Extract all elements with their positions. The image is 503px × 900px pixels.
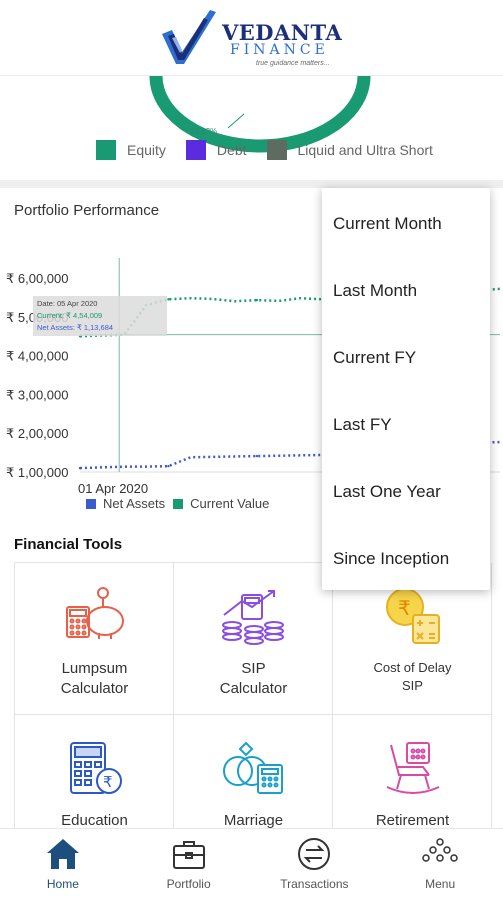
y-tick-label: ₹ 2,00,000 (6, 426, 69, 441)
svg-text:₹: ₹ (103, 773, 113, 791)
legend-debt[interactable]: Debt (185, 140, 247, 160)
debt-swatch (185, 140, 206, 160)
tooltip-net-assets: Net Assets: ₹ 1,13,684 (37, 323, 114, 332)
net-assets-label: Net Assets (103, 496, 166, 511)
menu-item-last-month[interactable]: Last Month (333, 281, 418, 300)
current-value-point (255, 298, 259, 302)
nav-home-label: Home (46, 877, 79, 891)
x-tick-label: 01 Apr 2020 (78, 481, 148, 496)
y-tick-label: ₹ 1,00,000 (6, 465, 69, 480)
performance-title: Portfolio Performance (14, 202, 160, 219)
tool-cost-of-delay-label: Cost of Delay SIP (373, 660, 452, 693)
app-header: VEDANTA FINANCE true guidance matters... (0, 0, 503, 76)
period-dropdown-menu: Current Month Last Month Current FY Last… (322, 188, 490, 590)
nav-transactions-label: Transactions (280, 877, 349, 891)
rocking-chair-icon (386, 742, 440, 794)
bottom-navigation: Home Portfolio Transactions (0, 828, 503, 900)
liquid-swatch (266, 140, 287, 160)
tool-education-calculator[interactable]: ₹ Education (15, 715, 174, 867)
tooltip-current: Current: ₹ 4,54,009 (37, 311, 103, 320)
tool-cost-of-delay-sip[interactable]: ₹ Cost of Delay SIP (333, 563, 492, 715)
vedanta-finance-logo: VEDANTA FINANCE true guidance matters... (158, 6, 358, 68)
nav-portfolio[interactable]: Portfolio (126, 829, 252, 900)
legend-debt-label: Debt (216, 142, 247, 158)
logo-name: VEDANTA (222, 20, 343, 45)
net-assets-point (167, 464, 170, 468)
allocation-donut (149, 76, 371, 153)
net-assets-swatch (86, 498, 96, 509)
marriage-rings-icon (223, 741, 283, 794)
current-value-label: Current Value (190, 496, 270, 511)
nav-home[interactable]: Home (0, 829, 126, 900)
donut-percentage-label: 53.62% (190, 127, 218, 136)
logo-check-icon (162, 10, 216, 64)
tool-lumpsum-calculator[interactable]: Lumpsum Calculator (15, 563, 174, 715)
transfer-icon (298, 838, 331, 870)
chart-tooltip: Date: 05 Apr 2020 Current: ₹ 4,54,009 Ne… (33, 296, 167, 336)
logo-tagline: true guidance matters... (256, 60, 330, 67)
tool-marriage-label: Marriage (223, 812, 284, 829)
rupee-calculator-icon: ₹ (386, 588, 440, 644)
tool-sip-calculator[interactable]: SIP Calculator (174, 563, 333, 715)
net-assets-point (255, 454, 259, 458)
sip-coins-icon (222, 590, 284, 645)
legend-equity-label: Equity (127, 142, 166, 158)
home-icon (46, 839, 79, 869)
tool-retirement-label: Retirement (375, 812, 450, 829)
nav-menu-label: Menu (425, 877, 456, 891)
piggy-bank-icon (66, 587, 124, 639)
current-value-point (167, 298, 170, 301)
menu-item-current-fy[interactable]: Current FY (333, 348, 417, 367)
nav-portfolio-label: Portfolio (166, 877, 211, 891)
tool-lumpsum-label: Lumpsum Calculator (60, 660, 129, 697)
menu-item-since-inception[interactable]: Since Inception (333, 549, 450, 568)
y-tick-label: ₹ 6,00,000 (6, 271, 69, 286)
tool-education-label: Education (61, 812, 128, 829)
y-tick-label: ₹ 3,00,000 (6, 387, 69, 402)
tooltip-date: Date: 05 Apr 2020 (37, 299, 98, 308)
legend-liquid[interactable]: Liquid and Ultra Short (266, 140, 433, 160)
y-tick-label: ₹ 4,00,000 (6, 349, 69, 364)
briefcase-icon (172, 841, 205, 869)
legend-liquid-label: Liquid and Ultra Short (297, 142, 433, 158)
chart-legend: Net Assets Current Value (86, 496, 277, 511)
menu-item-last-fy[interactable]: Last FY (333, 415, 392, 434)
menu-dots-icon (422, 838, 458, 862)
current-value-line (79, 287, 501, 338)
net-assets-point (78, 466, 82, 470)
tool-sip-label: SIP Calculator (219, 660, 288, 697)
net-assets-line (79, 440, 501, 470)
equity-swatch (96, 140, 116, 160)
asset-allocation-section: 53.62% (0, 76, 503, 180)
education-calculator-icon: ₹ (70, 742, 122, 794)
financial-tools-title: Financial Tools (14, 536, 123, 553)
financial-tools-grid: Lumpsum Calculator SIP Calculator (14, 562, 492, 867)
menu-item-current-month[interactable]: Current Month (333, 214, 442, 233)
legend-equity[interactable]: Equity (96, 140, 166, 160)
logo-subtitle: FINANCE (230, 42, 329, 58)
chart-legend-current-value[interactable]: Current Value (173, 496, 269, 511)
nav-transactions[interactable]: Transactions (252, 829, 378, 900)
menu-item-last-one-year[interactable]: Last One Year (333, 482, 441, 501)
chart-legend-net-assets[interactable]: Net Assets (86, 496, 165, 511)
allocation-legend: Equity Debt Liquid and Ultra Short (96, 140, 453, 160)
section-divider (0, 180, 503, 188)
current-value-swatch (173, 498, 184, 509)
svg-text:₹: ₹ (398, 596, 411, 620)
nav-menu[interactable]: Menu (377, 829, 503, 900)
